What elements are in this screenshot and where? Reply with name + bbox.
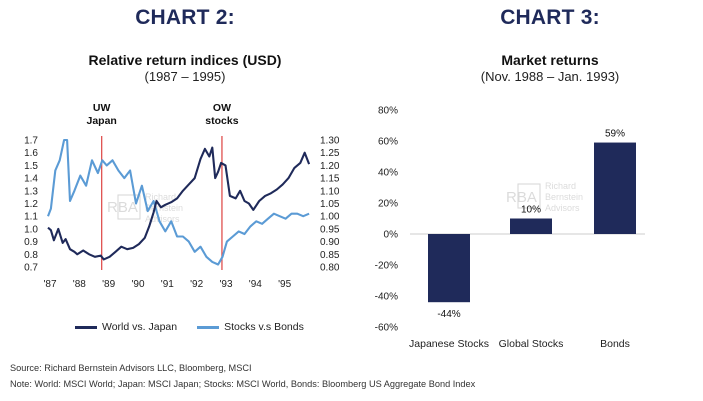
chart2-label: CHART 2: bbox=[135, 6, 235, 29]
chart3-bar-chart: RBA Richard Bernstein Advisors 80% 60% 40%… bbox=[375, 106, 645, 350]
chart3-label: CHART 3: bbox=[500, 6, 600, 29]
left-tick-label: 1.3 bbox=[24, 186, 38, 197]
bar-value-label: 10% bbox=[521, 205, 541, 216]
x-tick-label: '89 bbox=[102, 279, 115, 290]
chart3-watermark: RBA Richard Bernstein Advisors bbox=[506, 181, 583, 213]
x-tick-label: '93 bbox=[219, 279, 232, 290]
x-tick-label: '87 bbox=[43, 279, 56, 290]
x-tick-label: '90 bbox=[131, 279, 144, 290]
right-tick-label: 1.00 bbox=[320, 212, 340, 223]
x-tick-label: '91 bbox=[161, 279, 174, 290]
watermark-line2: Bernstein bbox=[545, 192, 583, 202]
left-tick-label: 1.0 bbox=[24, 224, 38, 235]
bar-global-stocks bbox=[510, 218, 552, 234]
left-tick-label: 1.6 bbox=[24, 148, 38, 159]
category-label: Japanese Stocks bbox=[409, 338, 489, 350]
chart2-watermark: RBA Richard Bernstein Advisors bbox=[107, 192, 183, 224]
y-tick-label: 80% bbox=[378, 106, 398, 117]
annotation-label-line1: OW bbox=[213, 102, 231, 114]
right-tick-label: 0.80 bbox=[320, 263, 340, 274]
legend-label-world-japan: World vs. Japan bbox=[102, 321, 178, 333]
chart2-left-axis: 1.71.6 1.5 1.41.3 1.2 1.11.0 0.9 0.8 0.7 bbox=[24, 136, 38, 274]
y-tick-label: 40% bbox=[378, 168, 398, 179]
left-tick-label: 0.9 bbox=[24, 237, 38, 248]
footer-note: Note: World: MSCI World; Japan: MSCI Jap… bbox=[10, 379, 476, 389]
footer-source: Source: Richard Bernstein Advisors LLC, … bbox=[10, 363, 252, 373]
bar-bonds bbox=[594, 142, 636, 234]
watermark-logo-text: RBA bbox=[506, 189, 537, 206]
right-tick-label: 1.10 bbox=[320, 186, 340, 197]
bar-value-label: -44% bbox=[437, 309, 460, 320]
category-label: Global Stocks bbox=[499, 338, 564, 350]
x-tick-label: '92 bbox=[190, 279, 203, 290]
watermark-logo-text: RBA bbox=[107, 199, 138, 216]
legend-swatch-world-japan bbox=[75, 325, 97, 329]
y-tick-label: 0% bbox=[384, 230, 399, 241]
x-tick-label: '88 bbox=[73, 279, 86, 290]
chart3-subtitle: (Nov. 1988 – Jan. 1993) bbox=[480, 69, 620, 84]
chart2-x-axis: '87 '88 '89 '90 '91 '92 '93 '94 '95 bbox=[43, 279, 291, 290]
y-tick-label: 60% bbox=[378, 137, 398, 148]
chart2-right-axis: 1.301.25 1.20 1.151.10 1.05 1.000.95 0.90 0.85… bbox=[320, 136, 340, 274]
left-tick-label: 1.5 bbox=[24, 161, 38, 172]
chart3-bars: -44% 10% 59% bbox=[428, 129, 636, 320]
right-tick-label: 1.30 bbox=[320, 136, 340, 147]
right-tick-label: 1.15 bbox=[320, 174, 340, 185]
chart2-line-chart: RBA Richard Bernstein Advisors 1.71.6 1.5… bbox=[24, 102, 340, 290]
right-tick-label: 0.85 bbox=[320, 250, 340, 261]
left-tick-label: 1.7 bbox=[24, 136, 38, 147]
y-tick-label: -40% bbox=[375, 292, 398, 303]
annotation-label-line1: UW bbox=[93, 102, 111, 114]
watermark-line3: Advisors bbox=[145, 214, 180, 224]
right-tick-label: 0.90 bbox=[320, 237, 340, 248]
left-tick-label: 0.8 bbox=[24, 250, 38, 261]
x-tick-label: '95 bbox=[278, 279, 291, 290]
right-tick-label: 0.95 bbox=[320, 224, 340, 235]
series-line-0 bbox=[47, 146, 311, 261]
watermark-line1: Richard bbox=[145, 192, 176, 202]
bar-value-label: 59% bbox=[605, 129, 625, 140]
left-tick-label: 1.4 bbox=[24, 174, 38, 185]
watermark-line2: Bernstein bbox=[145, 203, 183, 213]
chart3-categories: Japanese Stocks Global Stocks Bonds bbox=[409, 338, 630, 350]
series-line-1 bbox=[47, 138, 310, 266]
x-tick-label: '94 bbox=[249, 279, 262, 290]
left-tick-label: 1.1 bbox=[24, 212, 38, 223]
chart2-legend: World vs. Japan Stocks v.s Bonds bbox=[75, 321, 304, 333]
legend-label-stocks-bonds: Stocks v.s Bonds bbox=[224, 321, 304, 333]
watermark-line3: Advisors bbox=[545, 203, 580, 213]
watermark-logo-icon bbox=[517, 183, 541, 209]
bar-japanese-stocks bbox=[428, 234, 470, 303]
right-tick-label: 1.05 bbox=[320, 199, 340, 210]
chart2-series bbox=[47, 138, 311, 266]
y-tick-label: 20% bbox=[378, 199, 398, 210]
category-label: Bonds bbox=[600, 338, 630, 350]
y-tick-label: -60% bbox=[375, 323, 398, 334]
left-tick-label: 0.7 bbox=[24, 263, 38, 274]
chart3-title: Market returns bbox=[501, 52, 599, 68]
y-tick-label: -20% bbox=[375, 261, 398, 272]
watermark-line1: Richard bbox=[545, 181, 576, 191]
right-tick-label: 1.20 bbox=[320, 161, 340, 172]
right-tick-label: 1.25 bbox=[320, 148, 340, 159]
legend-swatch-stocks-bonds bbox=[197, 325, 220, 329]
annotation-label-line2: Japan bbox=[87, 115, 117, 127]
chart2-title: Relative return indices (USD) bbox=[88, 52, 282, 68]
chart2-subtitle: (1987 – 1995) bbox=[144, 69, 226, 84]
annotation-label-line2: stocks bbox=[205, 115, 238, 127]
left-tick-label: 1.2 bbox=[24, 199, 38, 210]
watermark-logo-icon bbox=[117, 194, 141, 220]
